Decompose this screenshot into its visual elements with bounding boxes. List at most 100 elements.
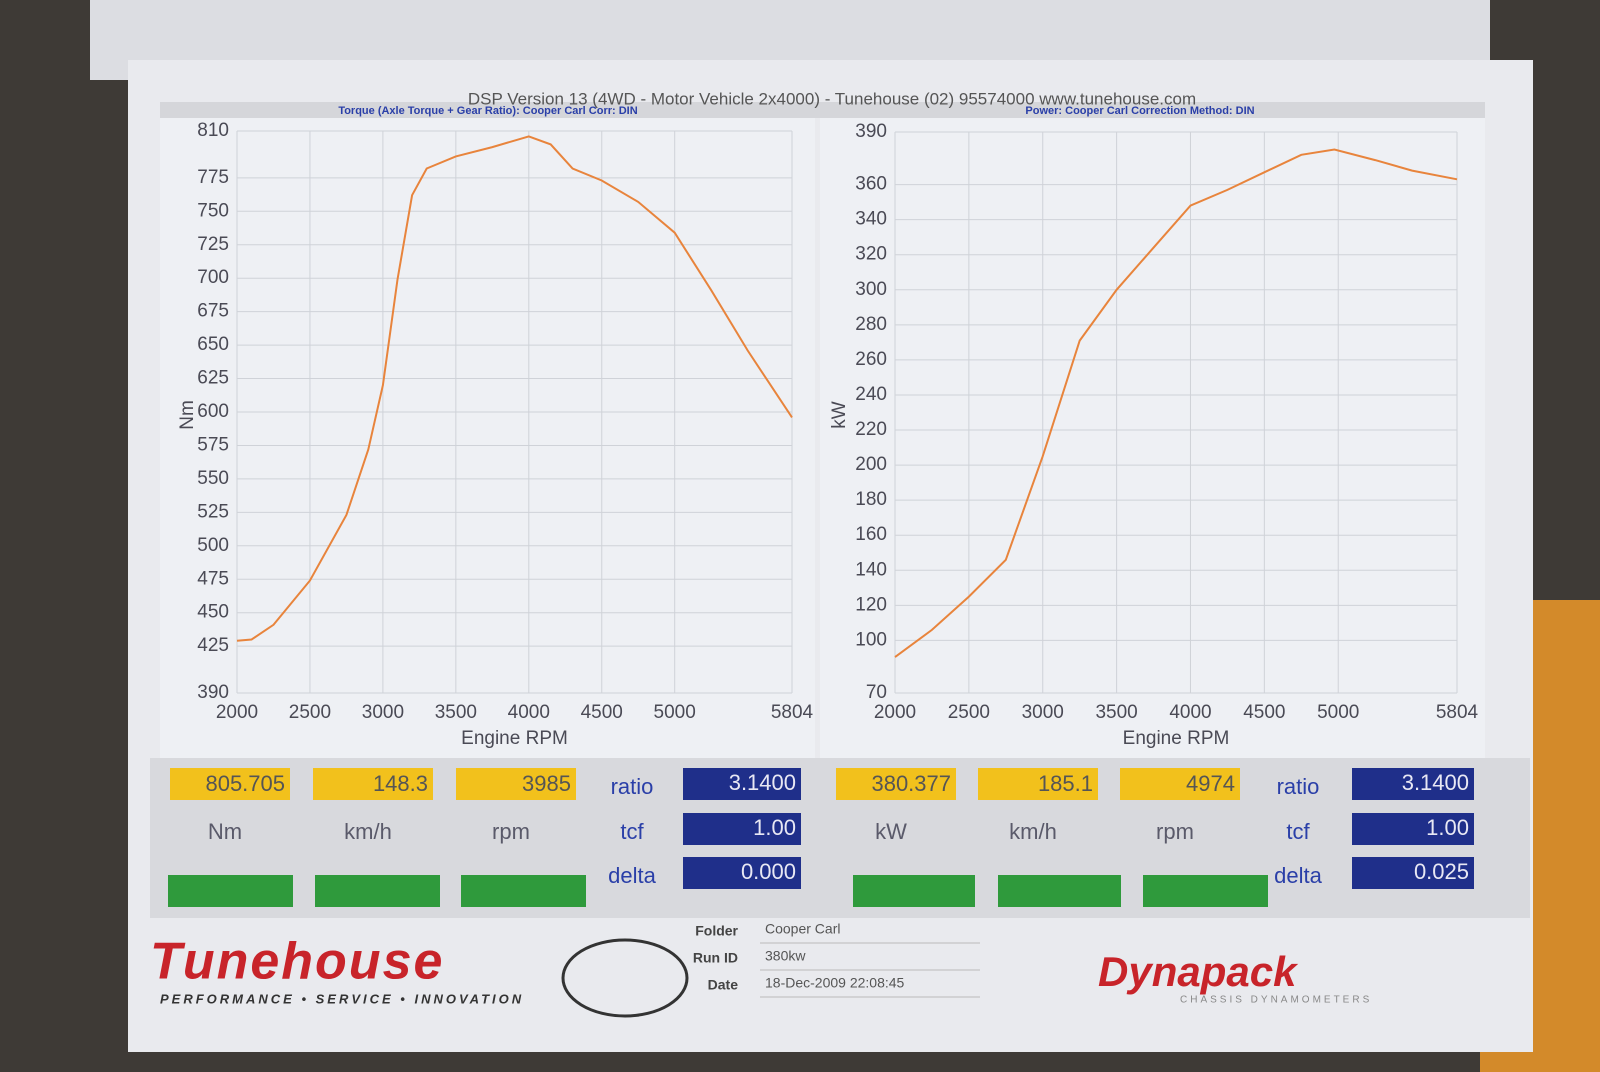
y-tick-label: 575: [197, 434, 229, 455]
y-tick-label: 425: [197, 635, 229, 656]
y-tick-label: 280: [855, 314, 887, 335]
y-tick-label: 600: [197, 401, 229, 422]
readout-label: tcf: [1286, 819, 1310, 844]
y-tick-label: 810: [197, 120, 229, 141]
y-tick-label: 200: [855, 454, 887, 475]
readout-number: 3.1400: [729, 770, 796, 795]
maker-sub: CHASSIS DYNAMOMETERS: [1180, 995, 1372, 1006]
brand-tagline: PERFORMANCE • SERVICE • INNOVATION: [160, 991, 524, 1006]
green-boxes: [168, 875, 1268, 907]
readout-label: delta: [1274, 863, 1322, 888]
blue-box: [1352, 768, 1474, 800]
x-tick-label: 5804: [1436, 702, 1479, 723]
run-fields: Folder Cooper Carl Run ID 380kw Date 18-Dec-2…: [693, 921, 980, 998]
curve: [236, 135, 793, 642]
y-tick-label: 100: [855, 629, 887, 650]
readout-value: 3985: [522, 771, 571, 796]
readout-value: 185.1: [1038, 771, 1093, 796]
x-tick-label: 2500: [289, 702, 331, 723]
readout-number: 3.1400: [1402, 770, 1469, 795]
y-tick-label: 390: [197, 682, 229, 703]
plot-panel-right: [820, 118, 1485, 758]
y-tick-label: 450: [197, 602, 229, 623]
chart-subtitle: Torque (Axle Torque + Gear Ratio): Coope…: [338, 105, 637, 117]
y-tick-label: 750: [197, 200, 229, 221]
field-label: Date: [708, 977, 739, 993]
y-tick-label: 725: [197, 234, 229, 255]
x-tick-label: 2000: [216, 702, 258, 723]
field-value: 18-Dec-2009 22:08:45: [765, 975, 905, 991]
x-tick-label: 2000: [874, 702, 916, 723]
x-tick-label: 5000: [1317, 702, 1359, 723]
value-box: [1120, 768, 1240, 800]
x-tick-label: 4500: [581, 702, 623, 723]
readout-label: delta: [608, 863, 656, 888]
y-tick-label: 260: [855, 349, 887, 370]
readout-label: ratio: [1277, 774, 1320, 799]
x-tick-label: 3000: [362, 702, 404, 723]
x-tick-label: 5804: [771, 702, 814, 723]
readout-label: tcf: [620, 819, 644, 844]
readout-number: 0.025: [1414, 859, 1469, 884]
readout-unit: km/h: [1009, 819, 1057, 844]
maker-logo: Dynapack: [1098, 948, 1299, 995]
y-tick-label: 120: [855, 594, 887, 615]
x-tick-label: 5000: [654, 702, 696, 723]
y-tick-label: 340: [855, 209, 887, 230]
readout-value: 4974: [1186, 771, 1235, 796]
readout-value: 148.3: [373, 771, 428, 796]
y-tick-label: 180: [855, 489, 887, 510]
value-box: [313, 768, 433, 800]
x-axis-label: Engine RPM: [1123, 728, 1230, 749]
y-tick-label: 360: [855, 174, 887, 195]
readout-number: 1.00: [753, 815, 796, 840]
y-tick-label: 220: [855, 419, 887, 440]
y-tick-label: 625: [197, 368, 229, 389]
curve: [894, 148, 1458, 658]
logo-ring: [561, 938, 689, 1018]
readout-label: ratio: [611, 774, 654, 799]
x-tick-label: 3500: [435, 702, 477, 723]
y-tick-label: 500: [197, 535, 229, 556]
readouts: 805.705 Nm 148.3 km/h 3985 rpm ratio 3.1400 tcf 1…: [170, 768, 1474, 889]
value-box: [836, 768, 956, 800]
field-label: Run ID: [693, 950, 738, 966]
readout-unit: km/h: [344, 819, 392, 844]
value-box: [456, 768, 576, 800]
value-box: [978, 768, 1098, 800]
y-tick-label: 240: [855, 384, 887, 405]
readout-unit: Nm: [208, 819, 242, 844]
y-tick-label: 320: [855, 244, 887, 265]
y-axis-label: kW: [829, 401, 850, 429]
y-tick-label: 140: [855, 559, 887, 580]
field-label: Folder: [695, 923, 738, 939]
blue-box: [1352, 857, 1474, 889]
field-value: Cooper Carl: [765, 921, 840, 937]
readout-unit: rpm: [492, 819, 530, 844]
y-tick-label: 650: [197, 334, 229, 355]
x-tick-label: 4500: [1243, 702, 1285, 723]
blue-box: [1352, 813, 1474, 845]
x-tick-label: 4000: [508, 702, 550, 723]
blue-box: [683, 857, 801, 889]
brand-logo: Tunehouse: [150, 933, 444, 991]
readout-number: 1.00: [1426, 815, 1469, 840]
y-tick-label: 525: [197, 501, 229, 522]
readout-value: 805.705: [205, 771, 285, 796]
y-tick-label: 390: [855, 121, 887, 142]
readout-unit: kW: [875, 819, 907, 844]
subtitle-band: [160, 102, 1485, 118]
plot-panel-left: [160, 118, 815, 758]
readout-value: 380.377: [871, 771, 951, 796]
x-tick-label: 2500: [948, 702, 990, 723]
readout-number: 0.000: [741, 859, 796, 884]
chart-subtitle: Power: Cooper Carl Correction Method: DI…: [1025, 105, 1254, 117]
x-tick-label: 4000: [1169, 702, 1211, 723]
blue-box: [683, 813, 801, 845]
y-tick-label: 675: [197, 301, 229, 322]
x-tick-label: 3000: [1022, 702, 1064, 723]
value-box: [170, 768, 290, 800]
x-axis-label: Engine RPM: [461, 728, 568, 749]
